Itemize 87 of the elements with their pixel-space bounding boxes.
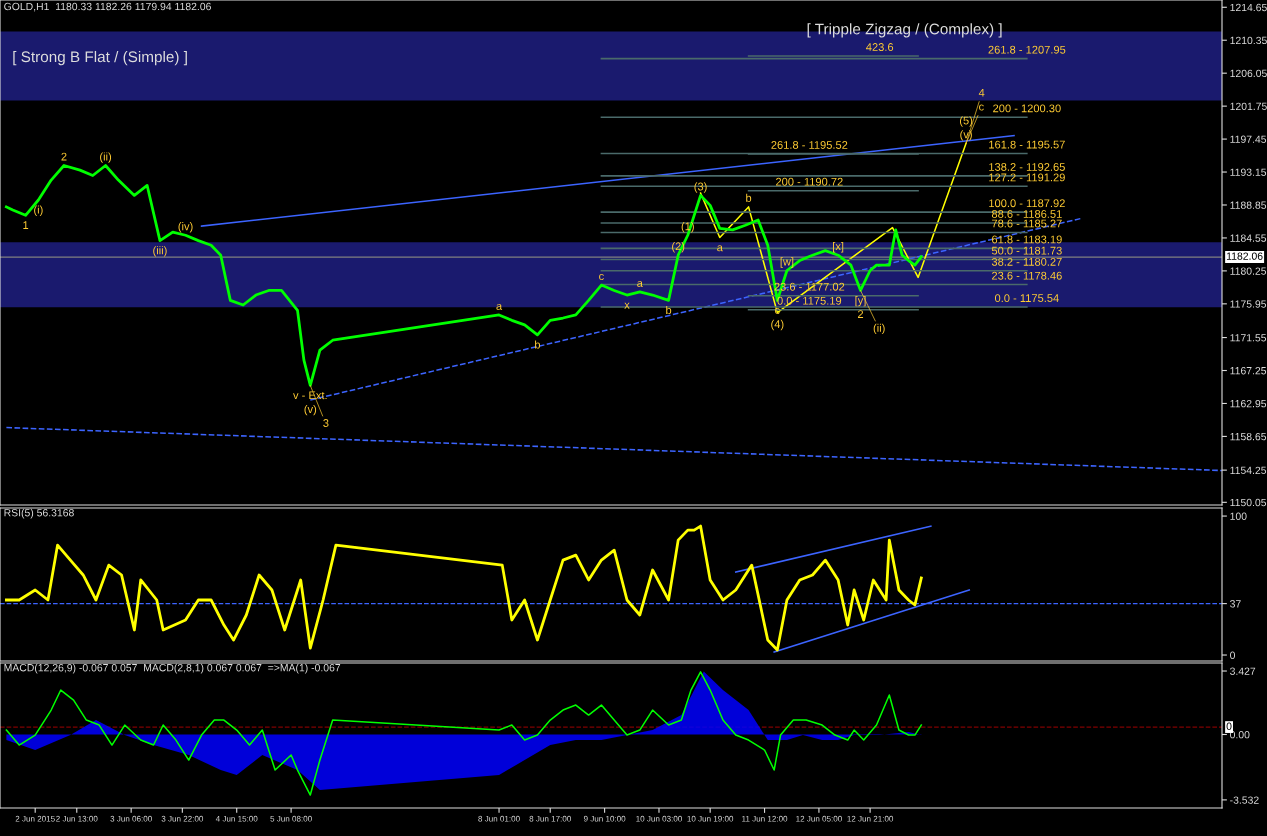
y-tick-label: 1180.25 — [1230, 267, 1267, 275]
annotation: 423.6 — [866, 43, 894, 51]
y-tick-label: 1193.15 — [1230, 168, 1267, 176]
annotation: (v) — [304, 404, 317, 416]
annotation: 23.6 - 1178.46 — [992, 271, 1062, 280]
annotation: c — [775, 308, 780, 315]
x-tick-label: 11 Jun 12:00 — [742, 815, 788, 822]
annotation: b — [746, 193, 752, 202]
annotation: a — [717, 245, 723, 252]
x-tick-label: 10 Jun 03:00 — [636, 815, 682, 822]
y-tick-label: 1158.65 — [1230, 432, 1267, 441]
annotation: [ Strong B Flat / (Simple) ] — [13, 50, 187, 66]
annotation: (iii) — [153, 246, 167, 257]
y-tick-label: 1188.85 — [1230, 201, 1267, 209]
x-tick-label: 2 Jun 13:00 — [56, 815, 98, 822]
y-tick-label: 0 — [1230, 651, 1236, 659]
annotation: 200 - 1190.72 — [776, 177, 843, 186]
annotation: (ii) — [100, 152, 112, 163]
x-tick-label: 3 Jun 22:00 — [161, 815, 204, 822]
x-tick-label: 5 Jun 08:00 — [270, 815, 312, 822]
y-tick-label: 1150.05 — [1230, 498, 1267, 507]
annotation: 1 — [23, 221, 29, 229]
annotation: x — [624, 302, 630, 309]
y-tick-label: 1214.65 — [1230, 3, 1267, 12]
y-tick-label: -3.532 — [1230, 796, 1259, 804]
y-tick-label: 1201.75 — [1230, 102, 1267, 111]
y-tick-label: 1154.25 — [1230, 466, 1267, 475]
annotation: a — [637, 280, 643, 287]
y-tick-label: 0.00 — [1230, 730, 1250, 739]
annotation: [w] — [780, 257, 794, 268]
annotation: 161.8 - 1195.57 — [989, 140, 1065, 149]
y-tick-label: 1197.45 — [1230, 135, 1267, 143]
x-tick-label: 12 Jun 05:00 — [796, 815, 842, 822]
x-tick-label: 10 Jun 19:00 — [687, 815, 734, 822]
x-tick-label: 9 Jun 10:00 — [583, 815, 626, 822]
annotation: (iv) — [178, 222, 193, 233]
annotation: (i) — [34, 205, 43, 216]
annotation: 0.0 - 1175.54 — [994, 294, 1059, 303]
annotation: 4 — [978, 88, 985, 97]
annotation: (5) — [959, 116, 973, 127]
chart-title: MACD(12,26,9) -0.067 0.057 MACD(2,8,1) 0.067 0.067 =>MA(1) -0.067 — [4, 663, 341, 674]
annotation: 200 - 1200.30 — [993, 104, 1061, 113]
annotation: 38.2 - 1180.27 — [991, 257, 1062, 266]
annotation: 3 — [323, 419, 329, 427]
annotation: [y] — [855, 295, 866, 307]
x-tick-label: 8 Jun 01:00 — [478, 815, 520, 822]
annotation: (3) — [694, 182, 707, 193]
annotation: c — [979, 104, 984, 111]
annotation: 2 — [61, 152, 67, 161]
x-tick-label: 8 Jun 17:00 — [529, 815, 571, 822]
y-tick-label: 37 — [1230, 600, 1241, 608]
annotation: b — [666, 305, 672, 315]
annotation: [ Tripple Zigzag / (Complex) ] — [807, 23, 1002, 38]
y-tick-label: 1175.95 — [1230, 300, 1267, 308]
y-tick-label: 1184.55 — [1230, 234, 1267, 242]
y-tick-label: 1171.55 — [1230, 334, 1267, 342]
x-tick-label: 4 Jun 15:00 — [215, 815, 258, 822]
annotation: 138.2 - 1192.65 — [989, 163, 1065, 171]
y-tick-label: 1167.25 — [1230, 367, 1267, 375]
y-tick-label: 1206.05 — [1230, 69, 1267, 78]
annotation: 50.0 - 1181.73 — [991, 246, 1062, 255]
y-tick-label: 100 — [1230, 512, 1247, 520]
annotation: a — [496, 303, 503, 310]
annotation: 78.6 - 1185.27 — [992, 219, 1062, 228]
annotation: 127.2 - 1191.29 — [989, 173, 1065, 182]
annotation: c — [599, 274, 604, 281]
annotation: (4) — [771, 319, 784, 331]
annotation: (v) — [960, 130, 972, 141]
x-tick-label: 3 Jun 06:00 — [110, 815, 152, 822]
annotation: b — [535, 340, 541, 349]
y-tick-label: 1210.35 — [1230, 36, 1267, 45]
annotation: [x] — [833, 242, 844, 253]
x-tick-label: 12 Jun 21:00 — [847, 815, 894, 822]
annotation: 2 — [857, 310, 864, 318]
annotation: (ii) — [873, 323, 885, 335]
ref-line-label: 1182.06 — [1226, 252, 1263, 260]
annotation: 61.8 - 1183.19 — [992, 235, 1062, 244]
chart-title: GOLD,H1 1180.33 1182.26 1179.94 1182.06 — [4, 2, 211, 12]
y-tick-label: 1162.95 — [1230, 399, 1267, 408]
chart-title: RSI(5) 56.3168 — [4, 508, 74, 519]
x-tick-label: 2 Jun 2015 — [15, 815, 55, 822]
annotation: 261.8 - 1207.95 — [988, 45, 1066, 54]
annotation: 100.0 - 1187.92 — [989, 199, 1065, 208]
annotation: 88.6 - 1186.51 — [991, 210, 1062, 218]
annotation: v - Ext. — [293, 391, 327, 400]
y-tick-label: 3.427 — [1230, 667, 1256, 675]
annotation: 261.8 - 1195.52 — [771, 141, 848, 149]
